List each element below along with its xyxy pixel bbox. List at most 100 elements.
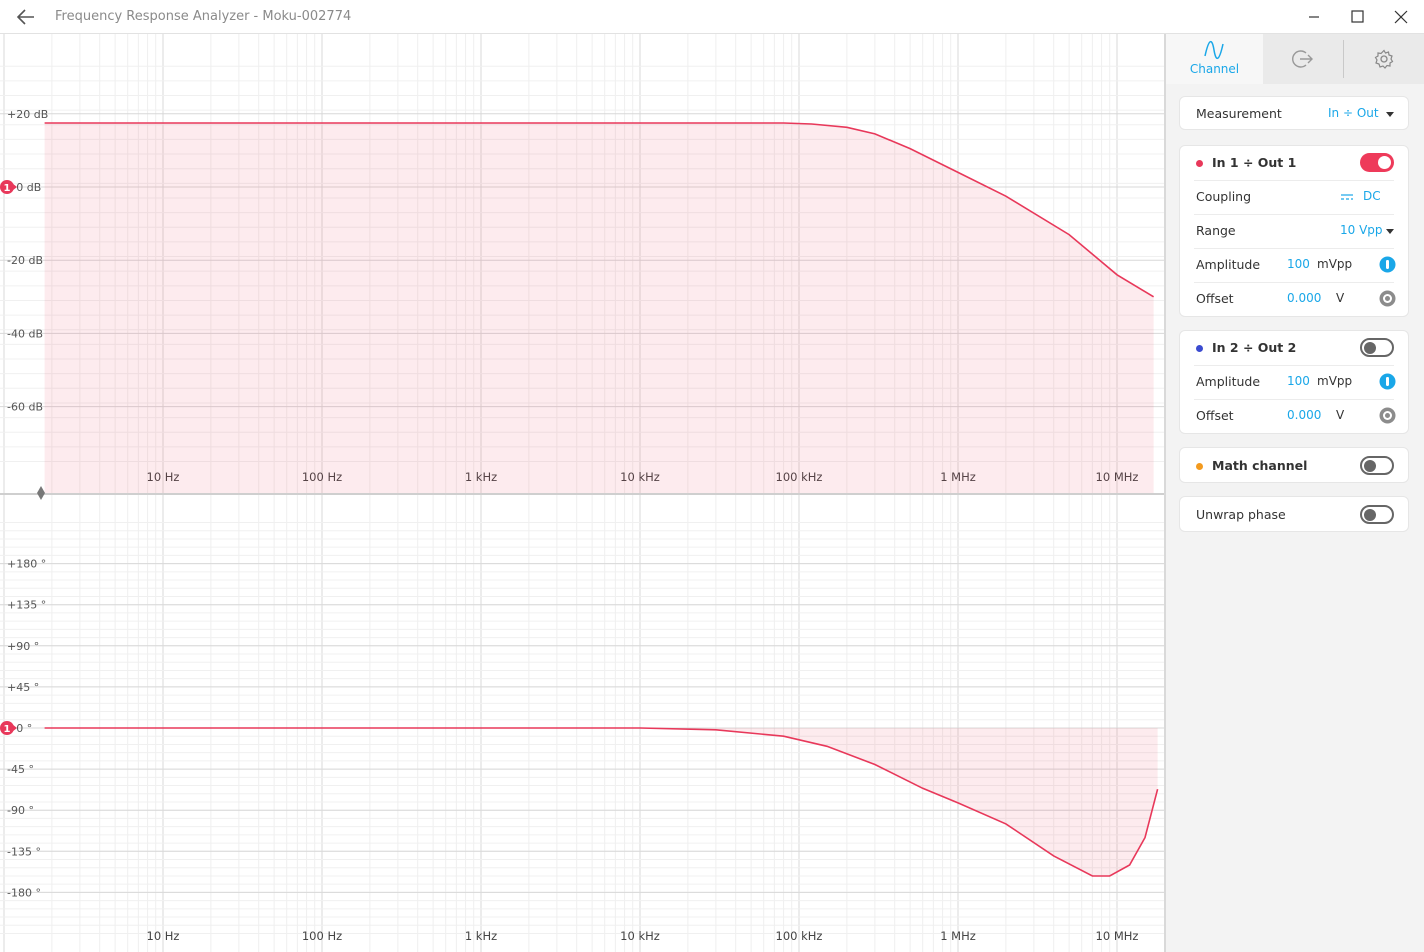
offset-adjust-icon[interactable] <box>1379 290 1396 307</box>
ch2-amplitude-input[interactable]: 100 <box>1287 374 1310 388</box>
y-tick-label: +180 ° <box>7 558 46 571</box>
channel1-card: In 1 ÷ Out 1 Coupling DC Range 10 Vpp Am… <box>1179 145 1409 317</box>
math-channel-title: Math channel <box>1212 458 1308 473</box>
tab-separator <box>1343 40 1344 78</box>
offset-label: Offset <box>1196 291 1234 306</box>
back-arrow-icon[interactable] <box>14 7 38 27</box>
magnitude-trace-fill <box>44 123 1154 493</box>
y-tick-label: +45 ° <box>7 681 39 694</box>
split-handle-icon[interactable] <box>37 486 45 500</box>
divider <box>1194 282 1394 283</box>
x-tick-label: 100 Hz <box>302 470 342 484</box>
measurement-label: Measurement <box>1196 106 1282 121</box>
y-tick-label: -180 ° <box>7 886 41 899</box>
offset-input[interactable]: 0.000 <box>1287 291 1322 305</box>
phase-reference-marker <box>0 721 14 735</box>
tab-settings[interactable] <box>1344 34 1424 84</box>
channel1-color-dot <box>1196 160 1203 167</box>
y-tick-label: +90 ° <box>7 640 39 653</box>
x-tick-label: 10 MHz <box>1096 470 1139 484</box>
range-select[interactable]: 10 Vpp <box>1340 223 1383 237</box>
sine-wave-icon <box>1204 41 1224 59</box>
offset-row: Offset 0.000 V <box>1180 282 1408 316</box>
y-tick-label: -60 dB <box>7 401 43 414</box>
math-channel-card: Math channel <box>1179 447 1409 483</box>
y-tick-label: -135 ° <box>7 845 41 858</box>
channel1-toggle[interactable] <box>1360 153 1394 172</box>
ch2-amplitude-label: Amplitude <box>1196 374 1261 389</box>
magnitude-trace <box>44 122 1155 298</box>
plot-split-divider <box>0 493 1164 495</box>
phase-reference-marker-label: 1 <box>4 724 11 735</box>
x-tick-label: 1 MHz <box>940 929 976 943</box>
close-icon[interactable] <box>1390 6 1412 28</box>
y-tick-label: -90 ° <box>7 804 34 817</box>
math-channel-row: Math channel <box>1180 449 1408 483</box>
unwrap-phase-row: Unwrap phase <box>1180 498 1408 532</box>
x-tick-label: 1 kHz <box>465 470 497 484</box>
coupling-select[interactable]: DC <box>1363 189 1381 203</box>
ch2-offset-input[interactable]: 0.000 <box>1287 408 1322 422</box>
ch2-amplitude-unit: mVpp <box>1317 374 1353 388</box>
x-tick-label: 10 MHz <box>1096 929 1139 943</box>
phase-trace <box>44 727 1159 877</box>
tab-output[interactable] <box>1263 34 1343 84</box>
measurement-select[interactable]: In ÷ Out <box>1328 106 1379 120</box>
channel2-color-dot <box>1196 345 1203 352</box>
math-color-dot <box>1196 463 1203 470</box>
ch2-offset-unit: V <box>1336 408 1345 422</box>
channel1-header: In 1 ÷ Out 1 <box>1180 146 1408 180</box>
output-icon <box>1292 50 1313 68</box>
range-label: Range <box>1196 223 1236 238</box>
panel-divider <box>1164 34 1166 952</box>
y-tick-label: +20 dB <box>7 108 48 121</box>
divider <box>1194 180 1394 181</box>
y-tick-label: +0 dB <box>7 181 41 194</box>
channel2-card: In 2 ÷ Out 2 Amplitude 100 mVpp Offset 0… <box>1179 330 1409 434</box>
magnitude-reference-marker-arrow <box>12 183 17 191</box>
x-tick-label: 10 Hz <box>147 470 180 484</box>
unwrap-phase-toggle[interactable] <box>1360 505 1394 524</box>
toggle-knob <box>1364 508 1376 521</box>
chevron-down-icon[interactable] <box>1386 229 1394 234</box>
amplitude-row: Amplitude 100 mVpp <box>1180 248 1408 282</box>
tab-channel[interactable]: Channel <box>1166 34 1263 84</box>
divider <box>1194 248 1394 249</box>
phase-trace-fill <box>44 728 1158 876</box>
panel-tabs: Channel <box>1166 34 1424 84</box>
title-bar: Frequency Response Analyzer - Moku-00277… <box>0 0 1424 34</box>
range-row: Range 10 Vpp <box>1180 214 1408 248</box>
maximize-icon[interactable] <box>1346 6 1368 28</box>
tab-channel-label: Channel <box>1189 62 1240 76</box>
math-channel-toggle[interactable] <box>1360 456 1394 475</box>
ch2-amplitude-row: Amplitude 100 mVpp <box>1180 365 1408 399</box>
x-tick-label: 10 Hz <box>147 929 180 943</box>
x-tick-label: 1 kHz <box>465 929 497 943</box>
plot-area[interactable]: +20 dB +0 dB -20 dB -40 dB -60 dB 10 Hz 100 Hz… <box>0 34 1164 952</box>
ch2-offset-adjust-icon[interactable] <box>1379 407 1396 424</box>
minimize-icon[interactable] <box>1303 6 1325 28</box>
chevron-down-icon[interactable] <box>1386 112 1394 117</box>
ch2-amplitude-adjust-icon[interactable] <box>1379 373 1396 390</box>
amplitude-input[interactable]: 100 <box>1287 257 1310 271</box>
y-tick-label: -20 dB <box>7 254 43 267</box>
y-tick-label: +135 ° <box>7 599 46 612</box>
x-tick-label: 100 kHz <box>776 470 823 484</box>
amplitude-unit: mVpp <box>1317 257 1353 271</box>
dc-coupling-icon <box>1341 194 1353 200</box>
x-tick-label: 10 kHz <box>620 929 660 943</box>
divider <box>1194 365 1394 366</box>
measurement-card: Measurement In ÷ Out <box>1179 96 1409 130</box>
y-tick-label: -45 ° <box>7 763 34 776</box>
channel1-title: In 1 ÷ Out 1 <box>1212 155 1297 170</box>
ch2-offset-label: Offset <box>1196 408 1234 423</box>
channel2-title: In 2 ÷ Out 2 <box>1212 340 1297 355</box>
bode-plot[interactable]: +20 dB +0 dB -20 dB -40 dB -60 dB 10 Hz 100 Hz… <box>0 34 1164 952</box>
divider <box>1194 399 1394 400</box>
window-title: Frequency Response Analyzer - Moku-00277… <box>55 9 352 24</box>
divider <box>1194 214 1394 215</box>
amplitude-adjust-icon[interactable] <box>1379 256 1396 273</box>
channel2-toggle[interactable] <box>1360 338 1394 357</box>
x-tick-label: 10 kHz <box>620 470 660 484</box>
offset-unit: V <box>1336 291 1345 305</box>
